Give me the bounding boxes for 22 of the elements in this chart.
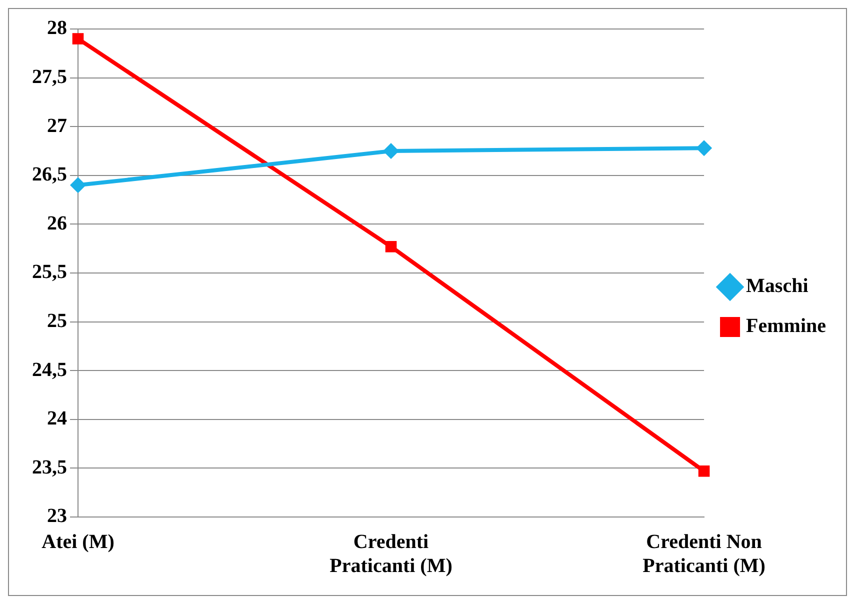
point <box>696 140 712 156</box>
y-tick-label: 25 <box>47 310 67 332</box>
y-tick-label: 23 <box>47 505 67 528</box>
point <box>383 143 400 159</box>
legend-label: Maschi <box>746 275 809 298</box>
y-tick-label: 24 <box>47 408 67 430</box>
y-tick-label: 28 <box>47 17 67 40</box>
point <box>72 33 84 44</box>
y-tick-label: 25,5 <box>32 261 67 284</box>
legend-label: Femmine <box>746 315 826 338</box>
x-tick-label: Credenti Praticanti (M) <box>330 531 452 578</box>
point <box>385 240 397 252</box>
point <box>698 465 710 477</box>
y-tick-label: 26,5 <box>32 164 67 186</box>
y-tick-label: 24,5 <box>32 358 67 381</box>
x-tick-label: Atei (M) <box>42 531 114 554</box>
point <box>70 177 86 194</box>
y-tick-label: 27,5 <box>32 66 67 88</box>
y-tick-label: 23,5 <box>32 456 67 478</box>
y-tick-label: 27 <box>47 114 67 137</box>
y-tick-label: 26 <box>47 212 67 234</box>
x-tick-label: Credenti Non Praticanti (M) <box>642 531 766 578</box>
